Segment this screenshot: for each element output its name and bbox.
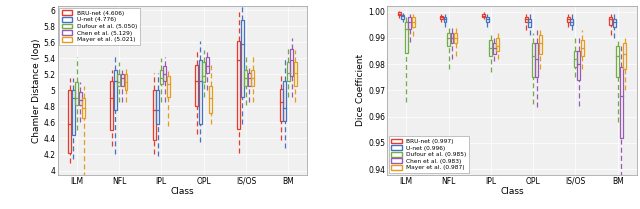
Bar — [205, 57, 209, 73]
Bar — [451, 33, 454, 43]
Bar — [287, 62, 290, 81]
Bar — [167, 76, 170, 97]
Bar — [121, 74, 124, 86]
Bar — [118, 74, 120, 86]
Bar — [528, 19, 531, 27]
Bar — [620, 67, 623, 138]
Bar — [156, 90, 159, 124]
Bar — [111, 81, 113, 130]
Bar — [248, 73, 251, 86]
Bar — [535, 43, 538, 77]
Bar — [163, 66, 166, 81]
Bar — [244, 70, 248, 86]
Bar — [294, 62, 297, 86]
Bar — [79, 92, 82, 105]
Bar — [75, 82, 78, 105]
Bar — [581, 41, 584, 56]
Bar — [280, 89, 283, 121]
Bar — [525, 17, 527, 22]
Bar — [160, 70, 163, 84]
Bar — [82, 98, 85, 119]
Bar — [570, 19, 573, 25]
Bar — [440, 16, 443, 19]
Bar — [72, 90, 75, 135]
Bar — [577, 51, 580, 80]
Bar — [195, 65, 198, 106]
Bar — [532, 43, 534, 77]
Bar — [539, 35, 541, 54]
Bar — [202, 62, 205, 82]
Bar — [291, 49, 293, 76]
Bar — [404, 22, 408, 53]
Bar — [237, 41, 241, 129]
Bar — [447, 33, 450, 46]
Bar — [408, 17, 411, 29]
Bar — [401, 15, 404, 19]
Bar — [497, 38, 499, 51]
Bar — [68, 90, 71, 153]
Bar — [616, 46, 620, 77]
Bar — [241, 20, 244, 97]
Legend: BRU-net (0.997), U-net (0.996), Dufour et al. (0.985), Chen et al. (0.983), Maye: BRU-net (0.997), U-net (0.996), Dufour e… — [389, 136, 469, 173]
Bar — [609, 17, 612, 25]
Bar — [574, 51, 577, 67]
Bar — [209, 86, 212, 113]
Legend: BRU-net (4.606), U-net (4.776), Dufour et al. (5.050), Chen et al. (5.129), Maye: BRU-net (4.606), U-net (4.776), Dufour e… — [60, 8, 140, 45]
Bar — [483, 14, 485, 17]
Bar — [486, 17, 489, 22]
Bar — [567, 17, 570, 22]
Bar — [612, 19, 616, 27]
Bar — [444, 17, 447, 22]
Bar — [412, 17, 415, 27]
X-axis label: Class: Class — [500, 187, 524, 196]
X-axis label: Class: Class — [171, 187, 195, 196]
Bar — [198, 60, 202, 124]
Bar — [493, 43, 496, 54]
Y-axis label: Chamler Distance (log): Chamler Distance (log) — [31, 38, 40, 143]
Bar — [397, 12, 401, 15]
Bar — [153, 90, 156, 140]
Bar — [125, 74, 127, 90]
Bar — [284, 81, 286, 121]
Bar — [252, 70, 255, 86]
Bar — [623, 43, 627, 69]
Y-axis label: Dice Coefficient: Dice Coefficient — [356, 54, 365, 126]
Bar — [454, 33, 457, 43]
Bar — [114, 70, 117, 110]
Bar — [490, 41, 492, 56]
